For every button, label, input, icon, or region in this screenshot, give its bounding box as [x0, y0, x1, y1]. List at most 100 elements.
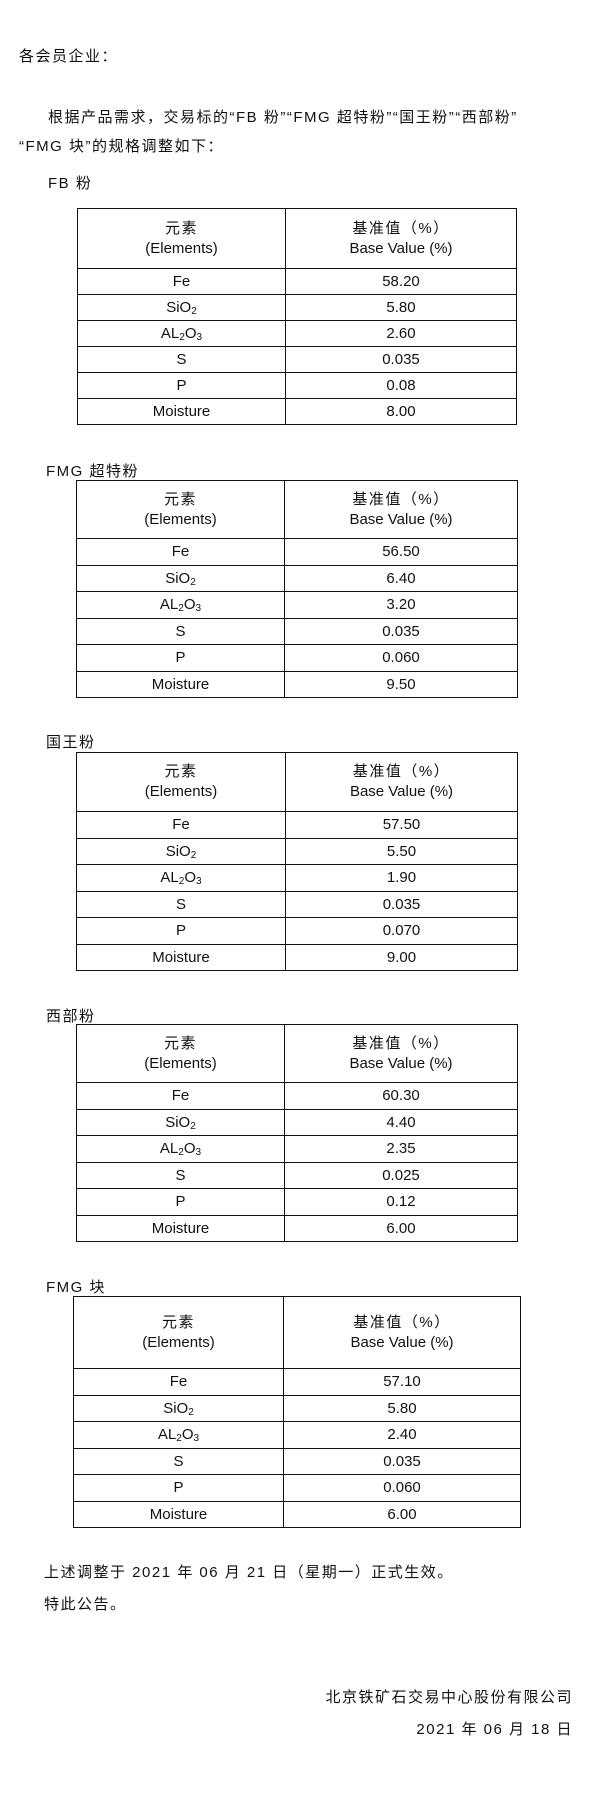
- intro-paragraph-line2: “FMG 块”的规格调整如下：: [19, 138, 224, 155]
- element-symbol: AL: [157, 1426, 177, 1444]
- element-symbol: AL: [159, 596, 179, 614]
- element-cell: Fe: [73, 1368, 284, 1396]
- element-cell: AL2O3: [76, 864, 286, 892]
- element-symbol: SiO: [163, 1399, 189, 1417]
- table-row: S 0.035: [73, 1447, 521, 1475]
- header-elements-en: (Elements): [144, 783, 218, 800]
- element-symbol: S: [175, 622, 186, 640]
- base-value-cell: 8.00: [285, 398, 517, 425]
- element-symbol: P: [176, 377, 187, 394]
- spec-table: 元素 (Elements) 基准值（%） Base Value (%) Fe 57.10 S…: [73, 1296, 521, 1528]
- table-row: S 0.035: [76, 890, 518, 918]
- subscript: 2: [178, 603, 184, 615]
- element-cell: S: [76, 1161, 285, 1189]
- element-cell: P: [76, 1188, 285, 1216]
- element-cell: Fe: [77, 268, 286, 295]
- subscript: 2: [191, 306, 197, 317]
- table-row: AL2O3 3.20: [76, 591, 518, 619]
- base-value-cell: 56.50: [284, 538, 518, 566]
- base-value-cell: 5.80: [285, 294, 517, 321]
- signature-date: 2021 年 06 月 18 日: [416, 1721, 573, 1738]
- element-cell: AL2O3: [76, 591, 285, 619]
- element-cell: S: [73, 1447, 284, 1475]
- base-value-cell: 4.40: [284, 1108, 518, 1136]
- table-row: AL2O3 1.90: [76, 864, 518, 892]
- base-value-cell: 6.40: [284, 564, 518, 592]
- base-value-cell: 2.35: [284, 1135, 518, 1163]
- element-cell: S: [77, 346, 286, 373]
- table-row: S 0.025: [76, 1161, 518, 1189]
- table-row: SiO2 5.50: [76, 837, 518, 865]
- table-row: Fe 57.10: [73, 1368, 521, 1396]
- base-value-cell: 2.60: [285, 320, 517, 347]
- subscript: 2: [178, 1147, 184, 1159]
- element-cell: Moisture: [76, 670, 285, 698]
- element-cell: P: [73, 1474, 284, 1502]
- base-value-cell: 5.80: [283, 1394, 521, 1422]
- base-value-cell: 0.070: [285, 917, 518, 945]
- base-value-cell: 0.12: [284, 1188, 518, 1216]
- element-symbol: AL: [159, 1140, 179, 1158]
- subscript: 3: [193, 1433, 200, 1445]
- effective-date-note: 上述调整于 2021 年 06 月 21 日（星期一）正式生效。: [44, 1564, 454, 1581]
- element-symbol: S: [176, 351, 187, 368]
- subscript: 2: [190, 849, 197, 861]
- element-cell: S: [76, 890, 286, 918]
- element-cell: Moisture: [76, 1214, 285, 1242]
- table-row: AL2O3 2.40: [73, 1421, 521, 1449]
- element-symbol: Fe: [169, 1373, 188, 1391]
- element-symbol: SiO: [165, 842, 191, 860]
- table-row: Fe 56.50: [76, 538, 518, 566]
- table-row: P 0.060: [73, 1474, 521, 1502]
- header-base-value: 基准值（%） Base Value (%): [285, 208, 517, 269]
- table-row: Moisture 8.00: [77, 398, 517, 425]
- base-value-cell: 57.50: [285, 811, 518, 839]
- base-value-cell: 0.060: [283, 1474, 521, 1502]
- element-cell: SiO2: [76, 564, 285, 592]
- table-row: S 0.035: [76, 617, 518, 645]
- header-base-value: 基准值（%） Base Value (%): [284, 480, 518, 539]
- element-cell: SiO2: [77, 294, 286, 321]
- base-value-cell: 9.00: [285, 943, 518, 971]
- spec-table: 元素 (Elements) 基准值（%） Base Value (%) Fe 58.20 S…: [77, 208, 517, 425]
- table-row: Fe 60.30: [76, 1082, 518, 1110]
- element-cell: Moisture: [77, 398, 286, 425]
- spec-table: 元素 (Elements) 基准值（%） Base Value (%) Fe 60.30 S…: [76, 1024, 518, 1242]
- element-symbol: Moisture: [152, 403, 211, 420]
- subscript: 2: [178, 876, 185, 888]
- element-cell: P: [77, 372, 286, 399]
- subscript: 3: [195, 603, 202, 615]
- table-row: Moisture 6.00: [73, 1500, 521, 1528]
- header-elements: 元素 (Elements): [76, 480, 285, 539]
- subscript: 2: [188, 1406, 194, 1418]
- header-elements-cn: 元素: [161, 1313, 195, 1331]
- element-cell: Fe: [76, 811, 286, 839]
- table-row: Fe 57.50: [76, 811, 518, 839]
- header-elements: 元素 (Elements): [76, 752, 286, 812]
- element-symbol: Fe: [172, 816, 190, 834]
- table-row: SiO2 4.40: [76, 1108, 518, 1136]
- element-symbol: SiO: [165, 1113, 191, 1131]
- element-symbol: S: [173, 1452, 184, 1470]
- element-cell: AL2O3: [73, 1421, 284, 1449]
- element-symbol: AL: [160, 869, 179, 887]
- element-symbol: Fe: [171, 1087, 190, 1105]
- base-value-cell: 0.035: [285, 346, 517, 373]
- greeting: 各会员企业：: [19, 48, 119, 65]
- base-value-cell: 0.035: [283, 1447, 521, 1475]
- base-value-cell: 6.00: [284, 1214, 518, 1242]
- element-symbol: Moisture: [149, 1505, 208, 1523]
- table-row: SiO2 5.80: [73, 1394, 521, 1422]
- header-base-value-cn: 基准值（%）: [352, 219, 450, 237]
- subscript: 2: [176, 1433, 182, 1445]
- header-elements-cn: 元素: [163, 490, 197, 508]
- table-row: Moisture 9.50: [76, 670, 518, 698]
- table-title: FMG 超特粉: [46, 463, 139, 480]
- element-cell: AL2O3: [76, 1135, 285, 1163]
- element-symbol: P: [173, 1479, 184, 1497]
- element-symbol-tail: O: [181, 1426, 194, 1444]
- element-cell: S: [76, 617, 285, 645]
- header-base-value-en: Base Value (%): [349, 510, 453, 528]
- element-symbol: P: [175, 922, 186, 940]
- table-title: FMG 块: [46, 1279, 106, 1296]
